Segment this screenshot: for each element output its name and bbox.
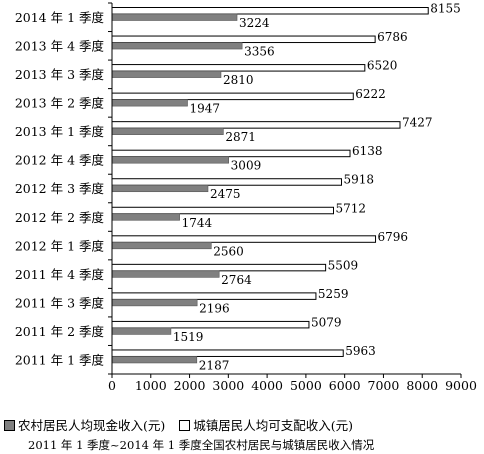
category-label: 2011 年 4 季度 [15,267,105,282]
data-label-rural: 1947 [190,102,221,116]
data-label-urban: 6520 [367,59,398,73]
category-label: 2013 年 3 季度 [15,67,105,82]
bar-rural [111,213,180,221]
data-label-rural: 2871 [225,130,256,144]
data-label-urban: 5918 [343,173,374,187]
bar-urban [111,320,310,329]
bar-rural [111,42,243,50]
data-label-rural: 2475 [210,187,241,201]
legend-swatch-rural [4,420,15,431]
bar-rural [111,299,198,307]
bar-rural [111,99,188,107]
chart-caption: 2011 年 1 季度~2014 年 1 季度全国农村居民与城镇居民收入情况 [28,438,375,452]
bar-rural [111,242,212,250]
data-label-rural: 1519 [173,330,204,344]
x-tick-label: 7000 [368,378,400,393]
x-tick-label: 5000 [290,378,322,393]
legend-label-rural: 农村居民人均现金收入(元) [18,418,166,433]
x-tick-label: 2000 [174,378,206,393]
bar-urban [111,7,429,15]
category-label: 2012 年 2 季度 [15,210,105,225]
data-label-rural: 2187 [199,358,230,372]
data-label-urban: 5259 [318,287,349,301]
data-label-urban: 5079 [311,315,342,329]
bar-rural [111,270,220,278]
bar-urban [111,35,376,44]
bar-urban [111,263,327,272]
bar-rural [111,13,238,21]
data-label-urban: 6786 [377,30,408,44]
data-label-urban: 5509 [328,258,359,272]
legend: 农村居民人均现金收入(元) 城镇居民人均可支配收入(元) [4,415,353,434]
data-label-urban: 7427 [402,116,433,130]
data-label-urban: 6222 [355,87,386,101]
bar-urban [111,349,344,357]
x-tick-label: 1000 [135,378,167,393]
data-label-rural: 2810 [223,73,254,87]
category-label: 2014 年 1 季度 [15,10,105,25]
category-label: 2012 年 3 季度 [15,181,105,196]
bar-urban [111,121,401,129]
data-label-rural: 3009 [231,159,262,173]
data-label-urban: 8155 [430,2,461,16]
data-label-rural: 2764 [221,273,252,287]
x-tick-label: 9000 [445,378,477,393]
x-tick-label: 4000 [251,378,283,393]
data-label-rural: 3356 [244,45,275,59]
bar-rural [111,327,172,335]
bar-urban [111,178,342,186]
bar-rural [111,156,229,164]
legend-label-urban: 城镇居民人均可支配收入(元) [193,418,354,433]
category-label: 2013 年 4 季度 [15,39,105,54]
x-tick-label: 0 [108,378,116,393]
category-label: 2013 年 2 季度 [15,96,105,111]
bar-chart: 8155 3224 2014 年 1 季度 6786 3356 2013 年 4 季度 65… [15,2,477,394]
bar-rural [111,356,198,364]
legend-item-rural: 农村居民人均现金收入(元) [4,415,165,434]
x-tick-label: 3000 [212,378,244,393]
data-label-rural: 3224 [239,16,270,30]
x-tick-label: 6000 [329,378,361,393]
category-label: 2011 年 2 季度 [15,324,105,339]
category-label: 2011 年 1 季度 [15,352,105,367]
data-label-urban: 5963 [345,344,376,358]
data-label-rural: 1744 [182,216,213,230]
data-label-urban: 6138 [352,144,383,158]
data-label-urban: 6796 [378,230,409,244]
bar-urban [111,149,351,158]
bar-urban [111,235,377,243]
category-label: 2012 年 4 季度 [15,153,105,168]
legend-swatch-urban [179,420,191,431]
data-label-rural: 2560 [213,244,244,258]
category-label: 2013 年 1 季度 [15,124,105,139]
bar-rural [111,127,224,135]
bar-rural [111,184,209,193]
data-label-urban: 5712 [335,201,366,215]
legend-item-urban: 城镇居民人均可支配收入(元) [179,415,353,434]
category-label: 2012 年 1 季度 [15,238,105,253]
bar-urban [111,206,334,215]
bar-urban [111,92,354,101]
bar-urban [111,64,366,72]
bar-rural [111,70,222,78]
bar-urban [111,292,317,300]
category-label: 2011 年 3 季度 [15,295,105,310]
x-tick-label: 8000 [406,378,438,393]
data-label-rural: 2196 [199,301,230,315]
